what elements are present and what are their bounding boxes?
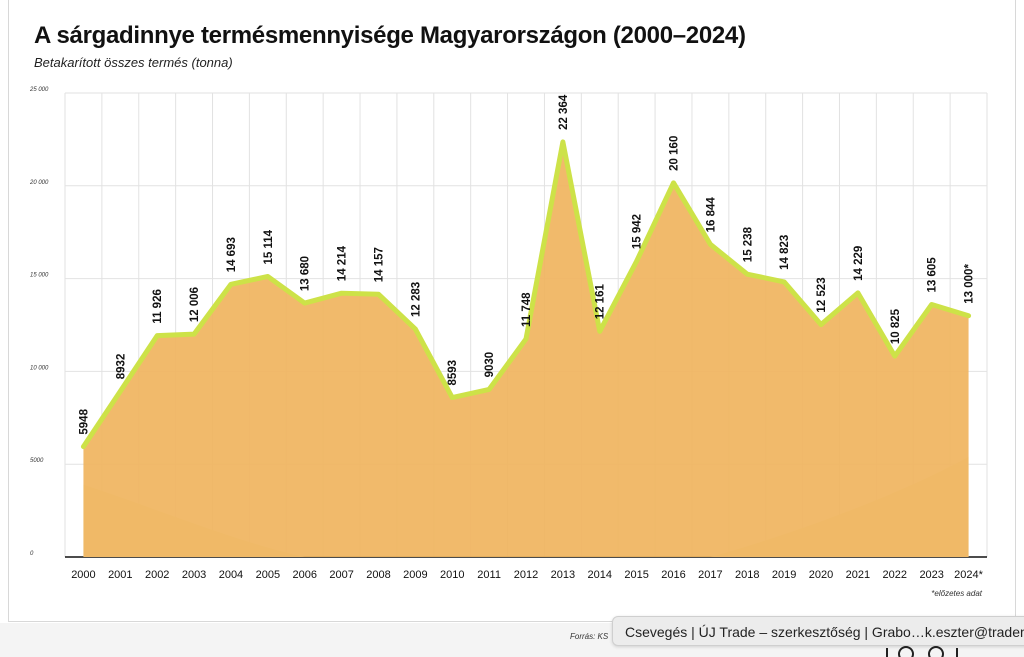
x-tick-label: 2008 [366,569,390,581]
x-tick-label: 2024* [954,569,983,581]
x-tick-label: 2014 [588,569,612,581]
x-tick-label: 2012 [514,569,538,581]
data-label: 5948 [78,408,90,434]
data-area [80,139,972,557]
x-tick-label: 2022 [883,569,907,581]
data-label: 13 680 [300,256,312,291]
area-fill [83,141,969,557]
x-tick-label: 2005 [256,569,280,581]
x-tick-label: 2006 [292,569,316,581]
data-label: 15 114 [263,229,275,264]
x-tick-label: 2015 [624,569,648,581]
y-tick-label: 0 [30,551,34,557]
y-tick-label: 25 000 [29,87,49,93]
x-tick-label: 2011 [477,569,501,581]
series-line [80,139,972,450]
y-tick-label: 5000 [30,458,44,464]
data-label: 9030 [484,352,496,378]
data-label: 16 844 [705,197,717,233]
x-tick-label: 2001 [108,569,132,581]
x-tick-label: 2018 [735,569,759,581]
chat-tab[interactable]: Csevegés | ÚJ Trade – szerkesztőség | Gr… [612,616,1024,646]
data-label: 13 605 [927,257,939,293]
data-label: 20 160 [669,136,681,171]
x-tick-label: 2002 [145,569,169,581]
x-tick-label: 2000 [71,569,95,581]
x-tick-label: 2013 [551,569,575,581]
data-labels: 5948 8932 11 926 12 006 14 693 15 114 13 680 14… [78,94,975,434]
x-tick-label: 2019 [772,569,796,581]
data-label: 14 823 [779,235,791,270]
y-tick-label: 15 000 [30,273,49,279]
brand-logo [886,646,958,657]
data-label: 12 006 [189,287,201,322]
data-label: 10 825 [890,308,902,344]
chart-frame [8,0,1016,622]
x-tick-label: 2007 [329,569,353,581]
data-label: 13 000* [964,264,976,304]
x-tick-label: 2016 [661,569,685,581]
y-axis-ticks: 0 5000 10 000 15 000 20 000 25 000 [29,87,49,557]
x-tick-label: 2003 [182,569,206,581]
data-label: 11 748 [521,292,533,327]
data-label: 8932 [115,354,127,380]
data-label: 12 161 [595,284,607,320]
x-tick-label: 2010 [440,569,464,581]
x-tick-label: 2020 [809,569,833,581]
data-label: 14 229 [853,246,865,281]
data-label: 15 942 [632,214,644,249]
data-label: 14 214 [337,245,349,281]
x-tick-label: 2017 [698,569,722,581]
x-tick-label: 2009 [403,569,427,581]
chart-title: A sárgadinnye termésmennyisége Magyarors… [34,22,746,49]
data-label: 8593 [447,360,459,386]
data-label: 12 283 [410,282,422,317]
data-label: 14 157 [373,247,385,282]
y-tick-label: 10 000 [30,365,49,371]
chart-subtitle: Betakarított összes termés (tonna) [34,55,233,70]
data-label: 12 523 [816,277,828,312]
x-tick-label: 2004 [219,569,243,581]
x-axis-ticks: 2000 2001 2002 2003 2004 2005 2006 2007 2008 2009… [71,569,983,581]
x-tick-label: 2021 [846,569,870,581]
data-label: 14 693 [226,237,238,272]
y-tick-label: 20 000 [29,180,49,186]
data-label: 15 238 [742,226,754,262]
data-label: 11 926 [152,289,164,324]
preliminary-note: *előzetes adat [931,589,982,598]
x-tick-label: 2023 [919,569,943,581]
data-label: 22 364 [558,94,570,130]
source-text: Forrás: KS [570,632,609,641]
